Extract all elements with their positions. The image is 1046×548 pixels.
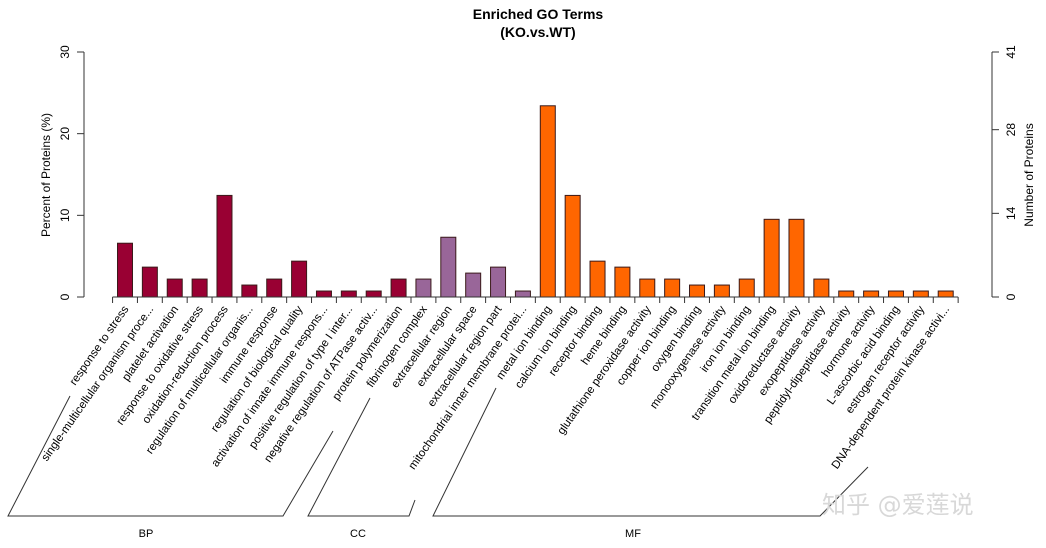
right-tick-label: 28	[1004, 123, 1018, 137]
x-axis	[112, 296, 959, 303]
bar	[514, 290, 531, 298]
bar	[912, 290, 929, 298]
bar	[589, 260, 606, 298]
bar	[141, 266, 158, 298]
bar	[564, 194, 581, 298]
bar	[117, 242, 133, 298]
left-tick-label: 10	[58, 208, 72, 222]
category-label: single-multicellular organism proce...	[39, 304, 156, 464]
group-brackets: BP CC MF	[7, 387, 869, 540]
bar	[340, 290, 357, 298]
bar	[639, 278, 656, 298]
group-bracket-bp	[7, 395, 334, 517]
bar	[713, 284, 730, 298]
group-label-bp: BP	[139, 528, 154, 540]
bar	[863, 290, 880, 298]
bar	[415, 278, 432, 298]
bar	[490, 266, 507, 298]
bar	[937, 290, 954, 298]
left-tick-label: 20	[58, 127, 72, 141]
bar	[763, 218, 780, 298]
right-axis-title: Number of Proteins	[1022, 123, 1036, 226]
bar	[365, 290, 382, 298]
bar	[614, 266, 631, 298]
bar	[838, 290, 855, 298]
bar	[440, 236, 457, 298]
bars	[117, 105, 954, 298]
left-y-axis: 0 10 20 30	[58, 45, 85, 300]
right-y-axis: 0 14 28 41	[991, 45, 1018, 300]
bar	[738, 278, 755, 298]
bar	[166, 278, 183, 298]
watermark: 知乎 @爱莲说	[822, 491, 974, 519]
right-tick-label: 41	[1004, 45, 1018, 59]
left-tick-label: 0	[58, 293, 72, 300]
bar	[813, 278, 830, 298]
right-tick-label: 0	[1004, 293, 1018, 300]
bar	[191, 278, 208, 298]
bar	[291, 260, 308, 298]
group-bracket-mf	[432, 387, 869, 517]
bar	[216, 194, 233, 298]
bar	[539, 105, 556, 298]
bar	[689, 284, 706, 298]
chart-title: Enriched GO Terms	[473, 6, 604, 22]
bar	[315, 290, 332, 298]
left-tick-label: 30	[58, 45, 72, 59]
bar	[788, 218, 805, 298]
group-bracket-cc	[307, 397, 416, 517]
group-label-mf: MF	[625, 528, 641, 540]
bar	[887, 290, 904, 298]
bar	[266, 278, 283, 298]
bar	[465, 272, 482, 298]
group-label-cc: CC	[350, 528, 366, 540]
bar	[390, 278, 407, 298]
bar	[241, 284, 258, 298]
left-axis-title: Percent of Proteins (%)	[39, 113, 53, 237]
bar	[664, 278, 681, 298]
chart-subtitle: (KO.vs.WT)	[500, 24, 575, 40]
right-tick-label: 14	[1004, 206, 1018, 220]
